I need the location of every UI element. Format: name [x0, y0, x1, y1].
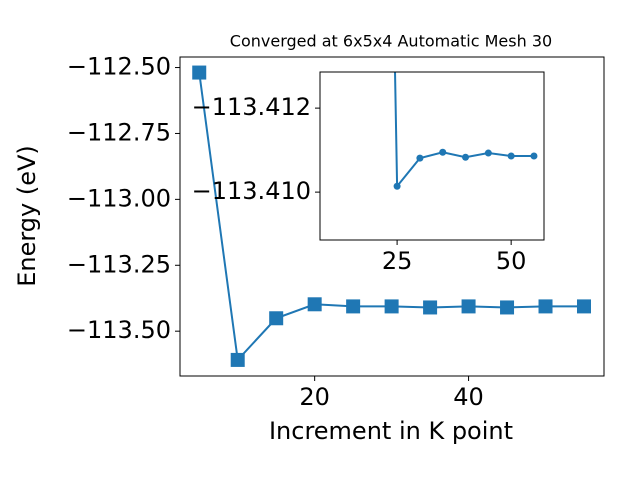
- y-tick-label: −112.75: [67, 118, 171, 146]
- marker: [500, 300, 515, 315]
- marker: [307, 297, 322, 312]
- marker: [507, 152, 515, 160]
- marker: [346, 299, 361, 314]
- y-tick-label: −113.50: [67, 316, 171, 344]
- marker: [576, 299, 591, 314]
- plot-frame: [179, 56, 605, 377]
- series: [393, 72, 538, 190]
- y-tick-label: −113.412: [192, 93, 311, 121]
- marker: [439, 148, 447, 156]
- series: [192, 65, 591, 367]
- y-tick-label: −113.25: [67, 250, 171, 278]
- line: [394, 72, 534, 190]
- marker: [462, 153, 470, 161]
- y-axis-label: Energy (eV): [13, 145, 41, 287]
- marker: [230, 352, 245, 367]
- marker: [484, 149, 492, 157]
- chart-title: Converged at 6x5x4 Automatic Mesh 30: [230, 32, 552, 51]
- plot-frame: [319, 71, 545, 241]
- x-tick-label: 40: [453, 383, 484, 411]
- marker: [192, 65, 207, 80]
- x-axis-label: Increment in K point: [269, 417, 513, 445]
- marker: [384, 299, 399, 314]
- marker: [538, 299, 553, 314]
- marker: [423, 300, 438, 315]
- x-tick-label: 20: [299, 383, 330, 411]
- marker: [269, 311, 284, 326]
- marker: [461, 299, 476, 314]
- marker: [393, 182, 401, 190]
- y-tick-label: −113.410: [192, 177, 311, 205]
- marker: [530, 152, 538, 160]
- x-tick-label: 25: [382, 247, 413, 275]
- y-tick-label: −113.00: [67, 184, 171, 212]
- y-tick-label: −112.50: [67, 53, 171, 81]
- x-tick-label: 50: [496, 247, 527, 275]
- marker: [416, 154, 424, 162]
